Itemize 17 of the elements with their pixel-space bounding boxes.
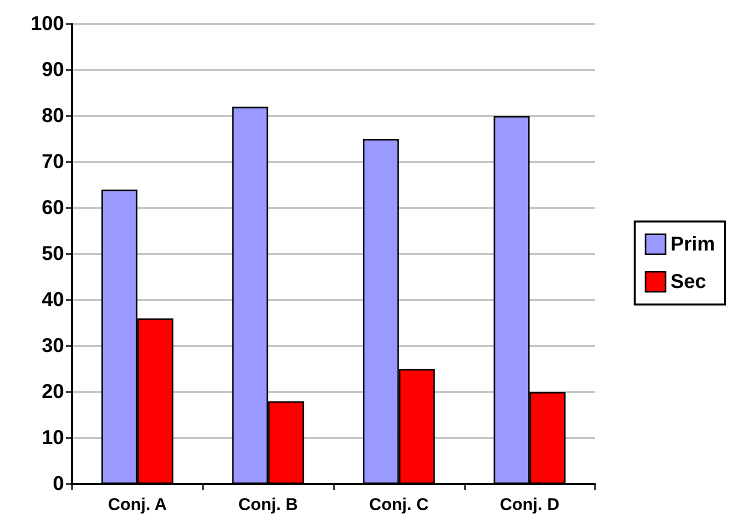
y-tick-label: 0: [52, 473, 64, 495]
y-tick-label: 70: [42, 151, 64, 173]
y-tick-label: 10: [42, 427, 64, 449]
y-tick-label: 100: [30, 13, 64, 35]
y-tick-label: 40: [42, 289, 64, 311]
y-tick-label: 90: [42, 59, 64, 81]
legend-label: Sec: [670, 270, 706, 293]
x-tick-label: Conj. D: [500, 495, 560, 514]
x-tick-label: Conj. B: [238, 495, 298, 514]
x-tick-label: Conj. C: [369, 495, 429, 514]
y-tick-label: 60: [42, 197, 64, 219]
y-tick-label: 50: [42, 243, 64, 265]
legend-label: Prim: [670, 233, 716, 256]
y-tick-label: 20: [42, 381, 64, 403]
x-tick-label: Conj. A: [108, 495, 167, 514]
y-tick-label: 80: [42, 105, 64, 127]
y-tick-label: 30: [42, 335, 64, 357]
